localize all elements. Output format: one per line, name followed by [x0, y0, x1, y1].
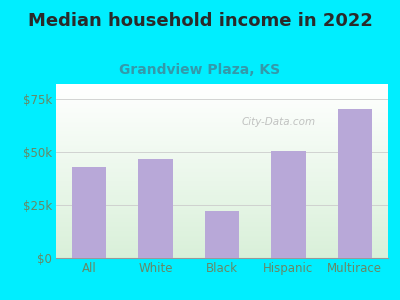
Bar [271, 151, 306, 258]
Bar [72, 167, 106, 258]
Text: Grandview Plaza, KS: Grandview Plaza, KS [120, 63, 280, 77]
Text: City-Data.com: City-Data.com [241, 117, 316, 127]
Bar [138, 159, 173, 258]
Bar [205, 211, 239, 258]
Text: Median household income in 2022: Median household income in 2022 [28, 12, 372, 30]
Bar [338, 110, 372, 258]
